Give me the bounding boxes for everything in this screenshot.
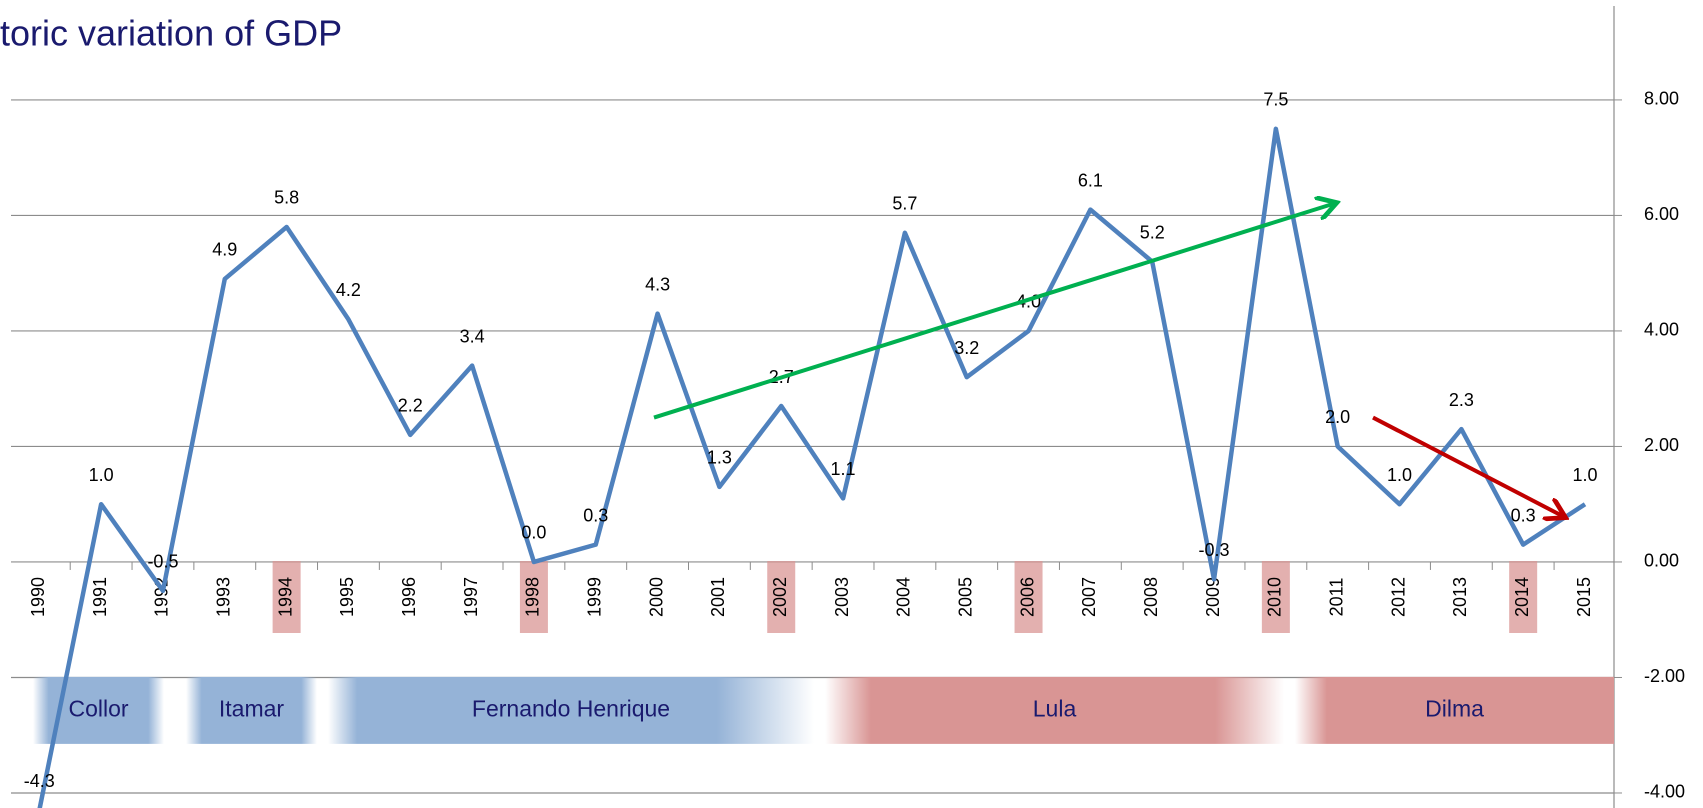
- band-label: Lula: [1033, 695, 1077, 721]
- x-tick-label: 1996: [399, 577, 419, 617]
- president-band: [186, 676, 317, 744]
- data-label: -0.5: [147, 552, 178, 572]
- president-band: [328, 676, 814, 744]
- x-tick-label: 2002: [770, 577, 790, 617]
- trend-arrow: [653, 204, 1333, 420]
- x-tick-label: 2001: [708, 577, 728, 617]
- x-tick-label: 1995: [337, 577, 357, 617]
- x-tick-label: 2014: [1512, 577, 1532, 617]
- data-label: -4.3: [24, 771, 55, 791]
- band-label: Fernando Henrique: [472, 695, 670, 721]
- data-label: 1.0: [89, 465, 114, 485]
- data-label: 6.1: [1078, 170, 1103, 190]
- x-tick-label: 1993: [214, 577, 234, 617]
- category-highlight: [1261, 561, 1290, 633]
- x-tick-label: 2006: [1017, 577, 1037, 617]
- x-tick-label: 1990: [28, 577, 48, 617]
- x-tick-label: 2007: [1079, 577, 1099, 617]
- y-tick-label: 2.00: [1644, 435, 1679, 455]
- band-label: Dilma: [1425, 695, 1484, 721]
- data-label: 0.3: [1511, 505, 1536, 525]
- x-tick-label: 1999: [585, 577, 605, 617]
- chart-title: toric variation of GDP: [0, 13, 342, 54]
- x-tick-label: 2004: [894, 577, 914, 617]
- y-tick-label: -2.00: [1644, 666, 1685, 686]
- y-tick-label: 8.00: [1644, 89, 1679, 109]
- president-band: [825, 676, 1284, 744]
- x-tick-label: 1991: [90, 577, 110, 617]
- data-label: 1.1: [831, 459, 856, 479]
- data-label: -0.3: [1199, 540, 1230, 560]
- data-label: 5.2: [1140, 222, 1165, 242]
- x-tick-label: 2003: [832, 577, 852, 617]
- data-label: 7.5: [1263, 90, 1288, 110]
- category-highlight: [519, 561, 548, 633]
- data-label: 1.0: [1572, 465, 1597, 485]
- data-label: 3.4: [460, 326, 485, 346]
- series-line: [37, 126, 1587, 808]
- x-tick-label: 2010: [1265, 577, 1285, 617]
- x-tick-label: 1998: [523, 577, 543, 617]
- x-tick-label: 1994: [275, 577, 295, 617]
- x-tick-label: 2009: [1203, 577, 1223, 617]
- data-label: 4.9: [212, 240, 237, 260]
- data-label: 2.0: [1325, 407, 1350, 427]
- x-tick-label: 2013: [1450, 577, 1470, 617]
- data-label: 3.2: [954, 338, 979, 358]
- y-tick-label: 0.00: [1644, 551, 1679, 571]
- y-tick-label: 4.00: [1644, 320, 1679, 340]
- x-tick-label: 2011: [1326, 578, 1346, 617]
- data-label: 2.3: [1449, 390, 1474, 410]
- data-label: 0.3: [583, 505, 608, 525]
- data-label: 0.0: [521, 523, 546, 543]
- data-label: 5.7: [892, 194, 917, 214]
- x-tick-label: 2005: [955, 577, 975, 617]
- president-band: [1295, 676, 1614, 744]
- category-highlight: [767, 561, 796, 633]
- data-label: 1.0: [1387, 465, 1412, 485]
- band-label: Itamar: [219, 695, 285, 721]
- x-tick-label: 1997: [461, 577, 481, 617]
- x-tick-label: 2015: [1574, 577, 1594, 617]
- y-tick-label: 6.00: [1644, 204, 1679, 224]
- category-highlight: [272, 561, 301, 633]
- x-tick-label: 2000: [646, 577, 666, 617]
- band-label: Collor: [68, 695, 128, 721]
- x-tick-label: 2012: [1388, 577, 1408, 617]
- data-label: 4.3: [645, 274, 670, 294]
- x-tick-label: 1992: [152, 577, 172, 617]
- data-label: 2.2: [398, 396, 423, 416]
- data-label: 5.8: [274, 188, 299, 208]
- trend-arrow: [1372, 415, 1562, 516]
- data-label: 1.3: [707, 448, 732, 468]
- category-highlight: [1509, 561, 1538, 633]
- x-tick-label: 2008: [1141, 577, 1161, 617]
- category-highlight: [1014, 561, 1043, 633]
- data-label: 4.2: [336, 280, 361, 300]
- y-tick-label: -4.00: [1644, 782, 1685, 802]
